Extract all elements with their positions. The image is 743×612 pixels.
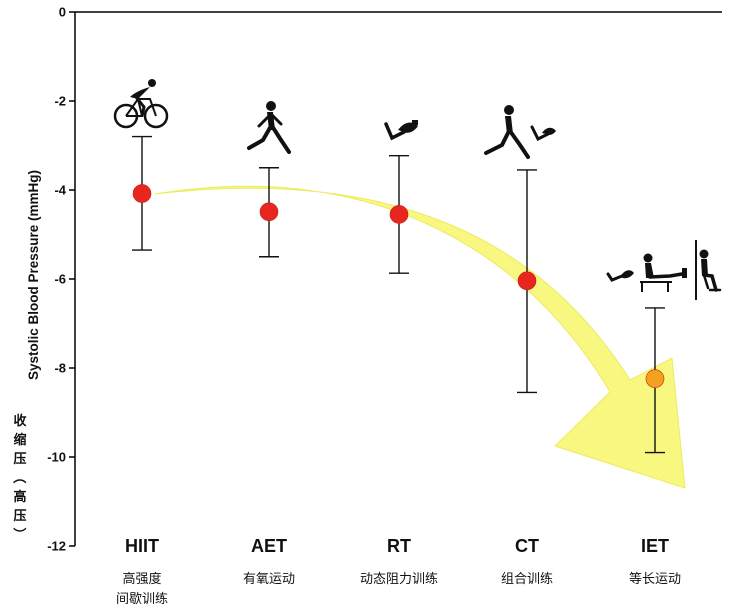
y-tick-label: -2: [54, 94, 66, 109]
y-tick-label: -12: [47, 539, 66, 554]
y-tick-label: -4: [54, 183, 66, 198]
data-point: [389, 205, 409, 224]
category-label: IET: [641, 536, 669, 556]
y-axis-label-zh: 收缩压（高压）: [11, 413, 27, 541]
isometric-exercises-icon: [606, 240, 722, 300]
y-axis-label-zh-char: （: [11, 470, 27, 483]
trend-arrow: [154, 185, 686, 489]
category-label: CT: [515, 536, 539, 556]
category-label-zh: 等长运动: [629, 571, 681, 587]
data-points: [132, 184, 665, 388]
data-point: [517, 271, 537, 291]
data-point: [132, 184, 152, 203]
y-axis-label-zh-char: 高: [13, 489, 26, 505]
category-label-zh: 高强度: [122, 571, 161, 587]
y-axis-label-zh-char: 收: [13, 413, 27, 429]
data-point: [259, 202, 279, 222]
category-label-zh: 动态阻力训练: [360, 572, 438, 587]
y-axis-label-zh-char: 缩: [13, 432, 26, 448]
y-axis: 0 -2 -4 -6 -8 -10 -12: [47, 5, 76, 554]
error-bars: [132, 135, 665, 454]
y-axis-label-zh-char: 压: [13, 452, 26, 467]
y-tick-label: 0: [59, 5, 66, 20]
y-axis-label-zh-char: 压: [13, 509, 26, 524]
runner-icon: [247, 101, 291, 154]
y-tick-label: -10: [47, 450, 66, 465]
runner-and-arm-curl-icon: [484, 105, 556, 159]
cyclist-icon: [113, 79, 169, 129]
data-point: [645, 369, 665, 388]
y-axis-label-zh-char: ）: [11, 527, 27, 540]
y-tick-label: -6: [54, 272, 66, 287]
y-tick-label: -8: [54, 361, 66, 376]
y-axis-label: Systolic Blood Pressure (mmHg): [26, 170, 41, 380]
arm-curl-icon: [384, 120, 418, 141]
category-label: AET: [251, 536, 287, 556]
category-label-zh: 有氧运动: [243, 572, 295, 587]
category-label: RT: [387, 536, 411, 556]
category-label-zh: 间歇训练: [116, 592, 168, 607]
category-label-zh: 组合训练: [501, 572, 553, 587]
category-label: HIIT: [125, 536, 159, 556]
